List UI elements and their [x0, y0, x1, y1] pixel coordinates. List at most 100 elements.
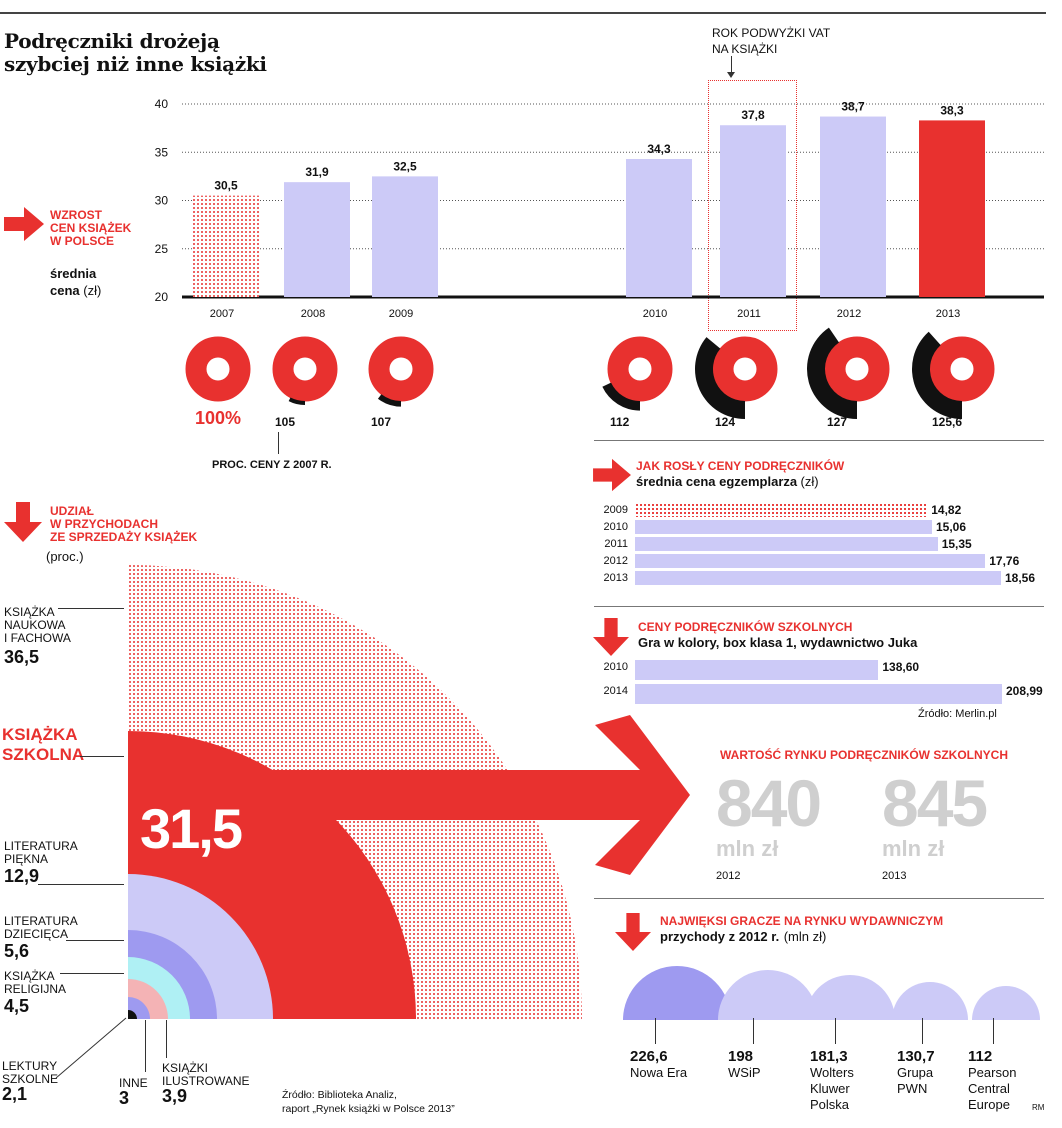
year-label: 2007: [210, 308, 234, 320]
vat-note-line-1: ROK PODWYŻKI VAT: [712, 26, 831, 40]
hbar-2013: [635, 571, 1001, 585]
price-ring-increase: [695, 337, 745, 419]
hbar-value-label: 15,35: [941, 537, 972, 551]
arc-readings: [128, 1010, 137, 1019]
hbar-year-label: 2010: [603, 661, 628, 673]
textbook-arrow-icon: [593, 457, 631, 493]
price-ring: [272, 336, 338, 402]
publisher-name-line: Grupa: [897, 1065, 934, 1080]
label-scientific-3: I FACHOWA: [4, 631, 71, 645]
publishers-heading: NAJWIĘKSI GRACZE NA RYNKU WYDAWNICZYM pr…: [660, 913, 943, 945]
price-heading-1: WZROST: [50, 208, 102, 222]
label-religious-2: RELIGIJNA: [4, 982, 67, 996]
juka-heading-title: CENY PODRĘCZNIKÓW SZKOLNYCH: [638, 620, 853, 634]
share-heading-3: ZE SPRZEDAŻY KSIĄŻEK: [50, 530, 198, 544]
label-readings: LEKTURY SZKOLNE 2,1: [2, 1059, 58, 1104]
percent-label: 127: [827, 415, 847, 429]
juka-source: Źródło: Merlin.pl: [918, 708, 997, 720]
label-school-1: KSIĄŻKA: [2, 725, 78, 744]
label-illustrated-2: ILUSTROWANE: [162, 1074, 250, 1088]
value-school: 31,5: [140, 797, 243, 860]
label-scientific-1: KSIĄŻKA: [4, 605, 55, 619]
label-fiction-1: LITERATURA: [4, 839, 78, 853]
price-ring-increase: [806, 327, 857, 419]
price-bar-2013: [919, 120, 985, 297]
label-religious: KSIĄŻKA RELIGIJNA 4,5: [4, 969, 67, 1016]
label-illustrated-1: KSIĄŻKI: [162, 1061, 209, 1075]
year-label: 2009: [389, 308, 413, 320]
hbar-value-label: 14,82: [931, 503, 962, 517]
y-tick-label: 35: [155, 145, 169, 159]
leader-fiction: [38, 884, 124, 885]
leader-school: [80, 756, 124, 757]
publisher-value: 130,7: [897, 1048, 935, 1065]
price-ring-increase: [602, 382, 640, 411]
textbook-heading-unit: (zł): [800, 474, 819, 489]
hbar-value-label: 138,60: [882, 660, 920, 674]
juka-bar-chart: 2010 138,60 2014 208,99: [594, 660, 1044, 706]
y-tick-label: 25: [155, 242, 169, 256]
separator-1: [594, 440, 1044, 441]
leader-other: [145, 1020, 146, 1072]
title-line-1: Podręczniki drożeją: [4, 29, 220, 53]
publisher-leader: [835, 1018, 836, 1044]
vat-note-line-2: NA KSIĄŻKI: [712, 42, 778, 56]
price-ring: [368, 336, 434, 402]
publisher-name-line: Nowa Era: [630, 1065, 688, 1080]
hbar-2010: [635, 660, 879, 680]
publisher-value: 226,6: [630, 1048, 668, 1065]
market-unit-2012: mln zł: [716, 836, 779, 861]
year-label: 2010: [643, 308, 667, 320]
leader-readings: [55, 1017, 127, 1079]
hbar-2012: [635, 554, 986, 568]
price-ring: [185, 336, 251, 402]
label-scientific: KSIĄŻKA NAUKOWA I FACHOWA 36,5: [4, 605, 71, 667]
publisher-name-line: Central: [968, 1081, 1010, 1096]
share-heading-2: W PRZYCHODACH: [50, 517, 158, 531]
publisher-name-line: WSiP: [728, 1065, 761, 1080]
publisher-arc-4: [892, 982, 968, 1020]
vat-note-arrow-line: [731, 56, 732, 74]
price-heading-3: W POLSCE: [50, 234, 115, 248]
separator-2: [594, 606, 1044, 607]
publishers-semicircle-chart: [623, 966, 1040, 1020]
publisher-label: 130,7 Grupa PWN: [897, 1048, 935, 1097]
label-readings-1: LEKTURY: [2, 1059, 58, 1073]
value-religious: 4,5: [4, 996, 30, 1016]
year-label: 2013: [936, 308, 960, 320]
price-value-label: 32,5: [393, 159, 417, 173]
share-unit: (proc.): [46, 549, 84, 564]
value-other: 3: [119, 1088, 130, 1108]
percent-label: 107: [371, 415, 391, 429]
textbook-heading-title: JAK ROSŁY CENY PODRĘCZNIKÓW: [636, 459, 845, 473]
publisher-leader: [922, 1018, 923, 1044]
page-title: Podręczniki drożeją szybciej niż inne ks…: [4, 30, 324, 76]
publisher-name-line: Kluwer: [810, 1081, 850, 1096]
publisher-label: 181,3 Wolters Kluwer Polska: [810, 1048, 854, 1113]
price-value-label: 30,5: [214, 179, 238, 193]
juka-heading: CENY PODRĘCZNIKÓW SZKOLNYCH Gra w kolory…: [638, 619, 917, 651]
leader-religious: [60, 973, 124, 974]
price-bar-2010: [626, 159, 692, 297]
proc-caption: PROC. CENY Z 2007 R.: [212, 459, 332, 471]
percent-label: 112: [610, 415, 630, 429]
juka-heading-sub: Gra w kolory, box klasa 1, wydawnictwo J…: [638, 635, 918, 650]
publishers-heading-unit: (mln zł): [783, 929, 827, 944]
market-heading: WARTOŚĆ RYNKU PODRĘCZNIKÓW SZKOLNYCH: [720, 748, 1008, 762]
top-rule: [0, 12, 1046, 14]
price-ring: [712, 336, 778, 402]
price-ring-increase: [288, 397, 305, 405]
publisher-name-line: Polska: [810, 1097, 850, 1112]
publisher-name-line: Pearson: [968, 1065, 1017, 1080]
label-illustrated: KSIĄŻKI ILUSTROWANE 3,9: [162, 1061, 250, 1106]
hbar-year-label: 2011: [604, 538, 628, 550]
publishers-arrow-icon: [615, 913, 651, 951]
publisher-name-line: Wolters: [810, 1065, 854, 1080]
hbar-year-label: 2012: [603, 555, 628, 567]
share-source-1: Źródło: Biblioteka Analiz,: [282, 1089, 397, 1101]
market-value-2012: 840: [716, 766, 822, 840]
textbook-heading: JAK ROSŁY CENY PODRĘCZNIKÓW średnia cena…: [636, 458, 844, 490]
publisher-label: 198 WSiP: [728, 1048, 761, 1081]
label-religious-1: KSIĄŻKA: [4, 969, 55, 983]
hbar-2011: [635, 537, 938, 551]
